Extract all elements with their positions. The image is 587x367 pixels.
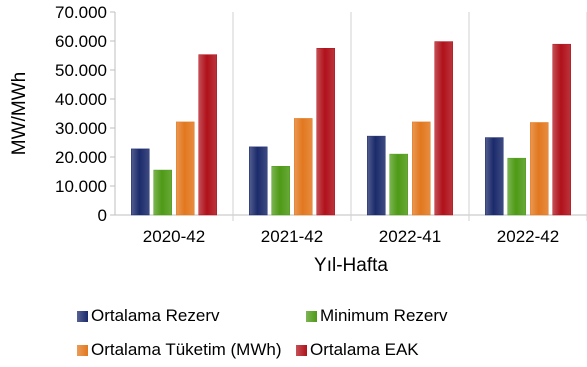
bar-2022-42-series-1 bbox=[507, 157, 526, 216]
bar-2020-42-series-0 bbox=[131, 148, 150, 216]
bar-2020-42-series-2 bbox=[176, 121, 195, 216]
bar-2021-42-series-1 bbox=[271, 166, 290, 216]
y-tick-label: 10.000 bbox=[55, 177, 107, 196]
x-tick-label: 2021-42 bbox=[261, 227, 323, 246]
bar-2022-42-series-0 bbox=[485, 137, 504, 216]
x-axis-label: Yıl-Hafta bbox=[314, 255, 388, 276]
y-tick-label: 50.000 bbox=[55, 61, 107, 80]
y-tick-label: 20.000 bbox=[55, 148, 107, 167]
y-tick-label: 40.000 bbox=[55, 90, 107, 109]
bar-2020-42-series-3 bbox=[198, 54, 217, 216]
bar-2021-42-series-2 bbox=[294, 118, 313, 216]
plot-area: 0 10.000 20.000 30.000 40.000 50.000 60.000 70.… bbox=[55, 3, 587, 246]
x-tick-label: 2022-42 bbox=[497, 227, 559, 246]
bar-2022-41-series-3 bbox=[434, 41, 453, 216]
y-tick-label: 60.000 bbox=[55, 32, 107, 51]
bar-2022-41-series-1 bbox=[389, 153, 408, 216]
x-tick-label: 2022-41 bbox=[379, 227, 441, 246]
y-axis-label: MW/MWh bbox=[9, 72, 30, 155]
bar-2022-41-series-2 bbox=[412, 121, 431, 216]
bar-2022-42-series-3 bbox=[552, 43, 571, 216]
y-tick-label: 0 bbox=[98, 206, 107, 225]
y-tick-label: 30.000 bbox=[55, 119, 107, 138]
bar-2022-42-series-2 bbox=[530, 122, 549, 216]
y-tick-label: 70.000 bbox=[55, 3, 107, 22]
x-tick-label: 2020-42 bbox=[143, 227, 205, 246]
bar-2021-42-series-3 bbox=[316, 48, 335, 216]
bar-2020-42-series-1 bbox=[153, 169, 172, 216]
bar-2021-42-series-0 bbox=[249, 146, 268, 216]
bar-2022-41-series-0 bbox=[367, 135, 386, 216]
